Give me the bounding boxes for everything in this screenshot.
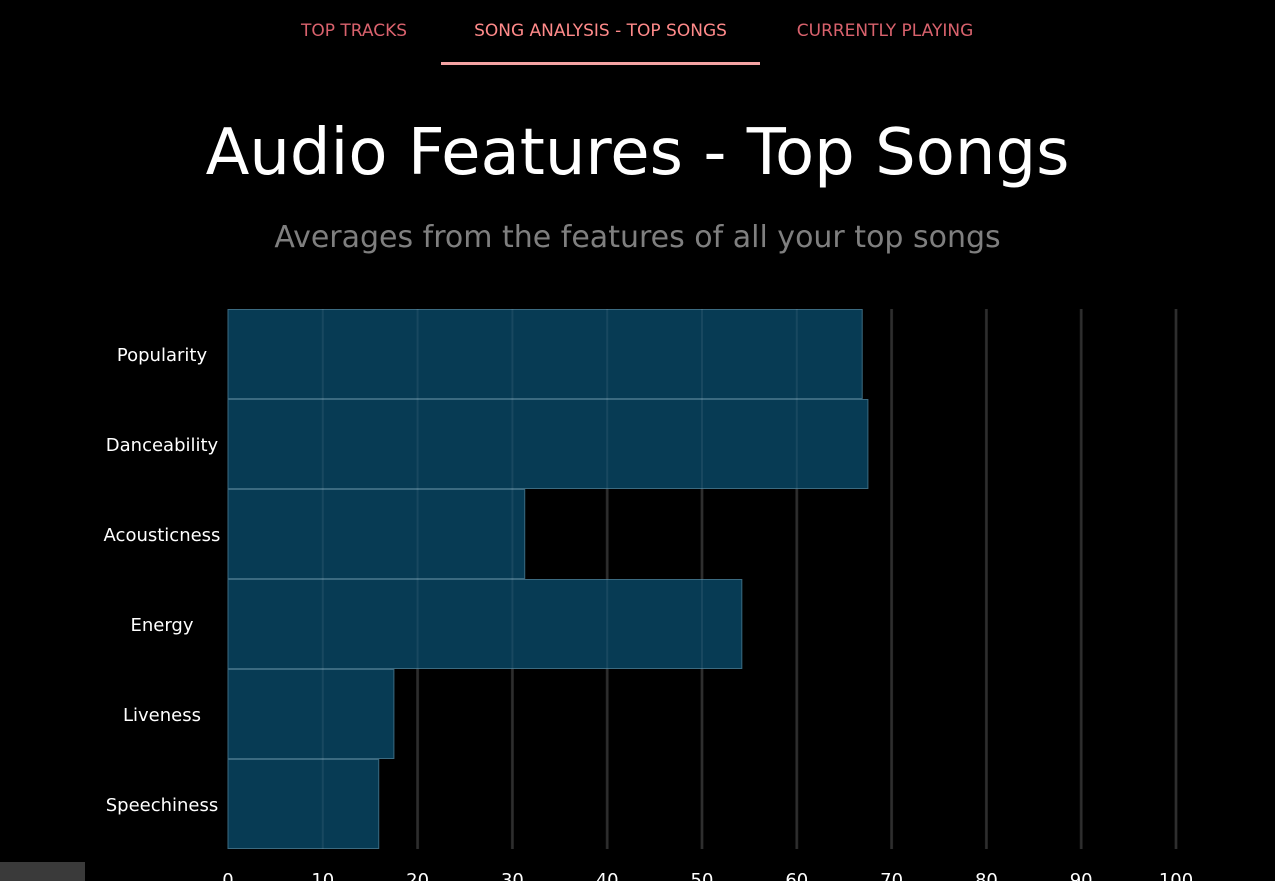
tab-currently-playing[interactable]: CURRENTLY PLAYING [796,21,974,41]
x-tick-label-0: 0 [222,870,233,881]
category-label-danceability: Danceability [106,435,219,456]
x-tick-label-90: 90 [1070,870,1093,881]
page-subtitle: Averages from the features of all your t… [274,220,1001,255]
bar-speechiness [227,759,380,849]
tab-song-analysis[interactable]: SONG ANALYSIS - TOP SONGS [441,0,760,65]
tab-top-tracks[interactable]: TOP TRACKS [300,21,408,41]
x-tick-label-30: 30 [501,870,524,881]
nav-bar: TOP TRACKS SONG ANALYSIS - TOP SONGS CUR… [0,0,1275,66]
horizontal-scrollbar-thumb[interactable] [0,862,85,881]
page-title: Audio Features - Top Songs [205,116,1070,190]
x-tick-label-40: 40 [596,870,619,881]
bar-energy [227,579,743,669]
x-tick-label-20: 20 [406,870,429,881]
bar-liveness [227,669,395,759]
category-label-acousticness: Acousticness [104,525,221,546]
x-tick-label-60: 60 [785,870,808,881]
bar-popularity [227,309,863,399]
category-label-popularity: Popularity [117,345,208,366]
category-label-liveness: Liveness [123,705,201,726]
category-label-energy: Energy [130,615,193,636]
x-tick-label-80: 80 [975,870,998,881]
category-label-speechiness: Speechiness [106,795,219,816]
x-tick-label-100: 100 [1159,870,1193,881]
x-tick-label-50: 50 [691,870,714,881]
bar-acousticness [227,489,526,579]
x-tick-label-10: 10 [311,870,334,881]
bar-danceability [227,399,869,489]
x-tick-label-70: 70 [880,870,903,881]
